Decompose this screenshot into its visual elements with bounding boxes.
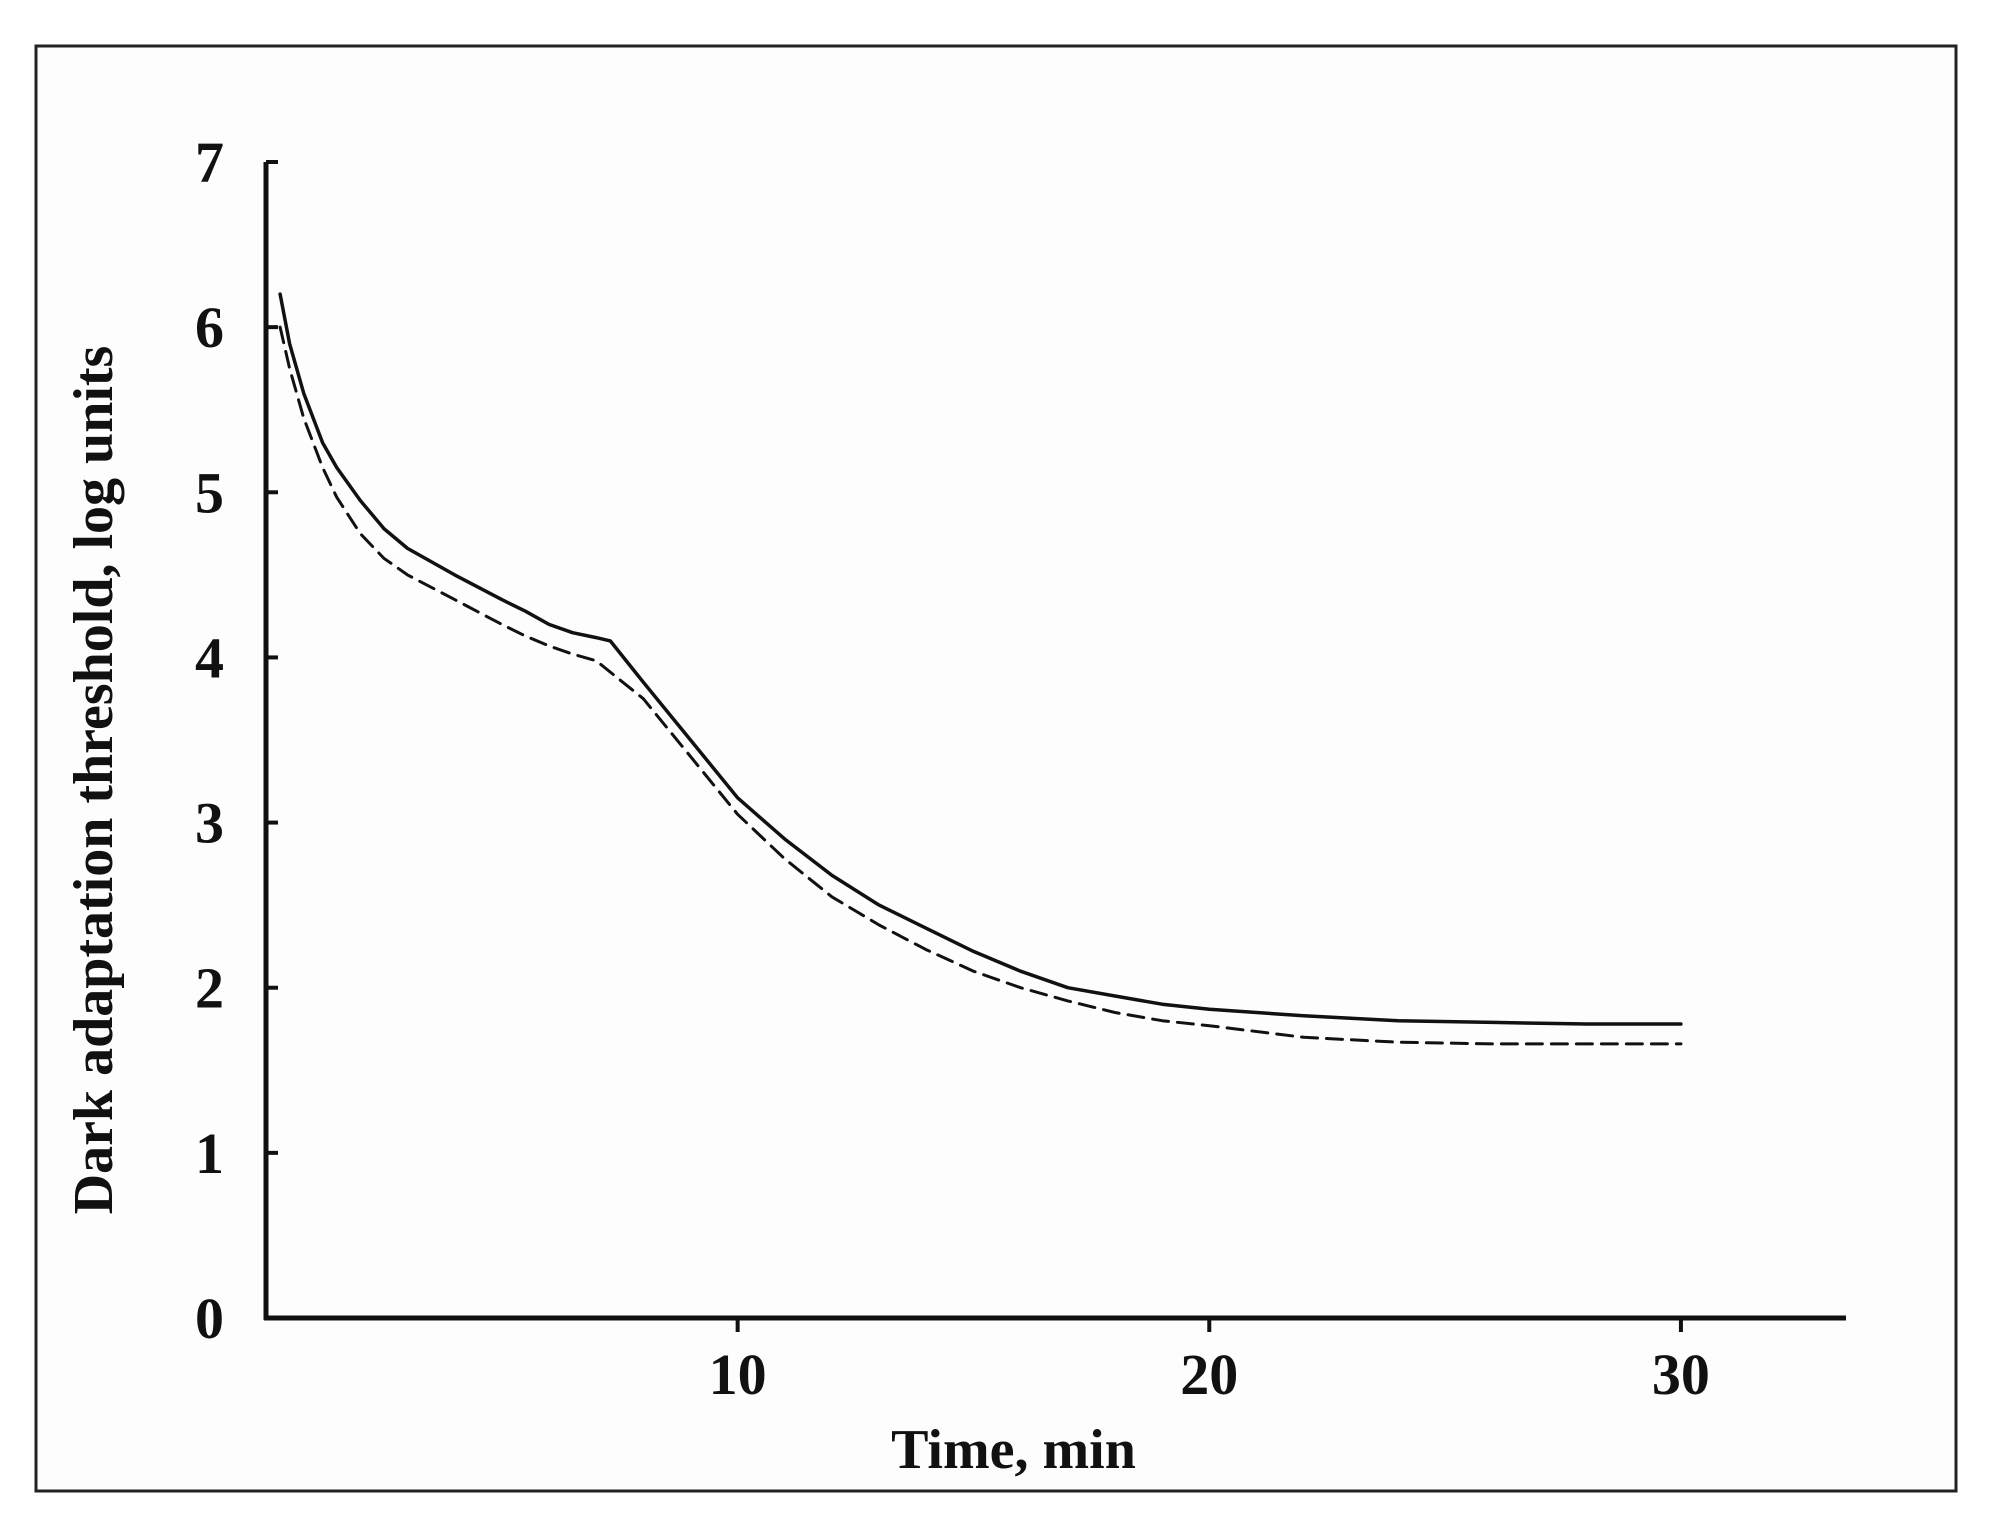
y-ticks: 0 1 2 3 4 5 6 7	[195, 130, 278, 1351]
y-tick-label: 4	[195, 625, 224, 690]
y-tick-label: 5	[195, 460, 224, 525]
y-tick-label: 2	[195, 956, 224, 1021]
outer-border	[34, 44, 1958, 1493]
y-tick-label: 0	[195, 1286, 224, 1351]
y-tick-label: 1	[195, 1121, 224, 1186]
y-tick-label: 3	[195, 791, 224, 856]
x-axis-title: Time, min	[891, 1419, 1136, 1481]
y-axis-title: Dark adaptation threshold, log units	[63, 346, 125, 1215]
solid-series-line	[278, 292, 1683, 1026]
series-layer	[278, 292, 1683, 1046]
dashed-series-line	[278, 325, 1683, 1046]
y-tick-label: 6	[195, 295, 224, 360]
x-ticks: 10 20 30	[709, 1318, 1710, 1407]
x-tick-label: 20	[1180, 1342, 1238, 1407]
y-tick-label: 7	[195, 130, 224, 195]
x-tick-label: 10	[709, 1342, 767, 1407]
x-tick-label: 30	[1652, 1342, 1710, 1407]
